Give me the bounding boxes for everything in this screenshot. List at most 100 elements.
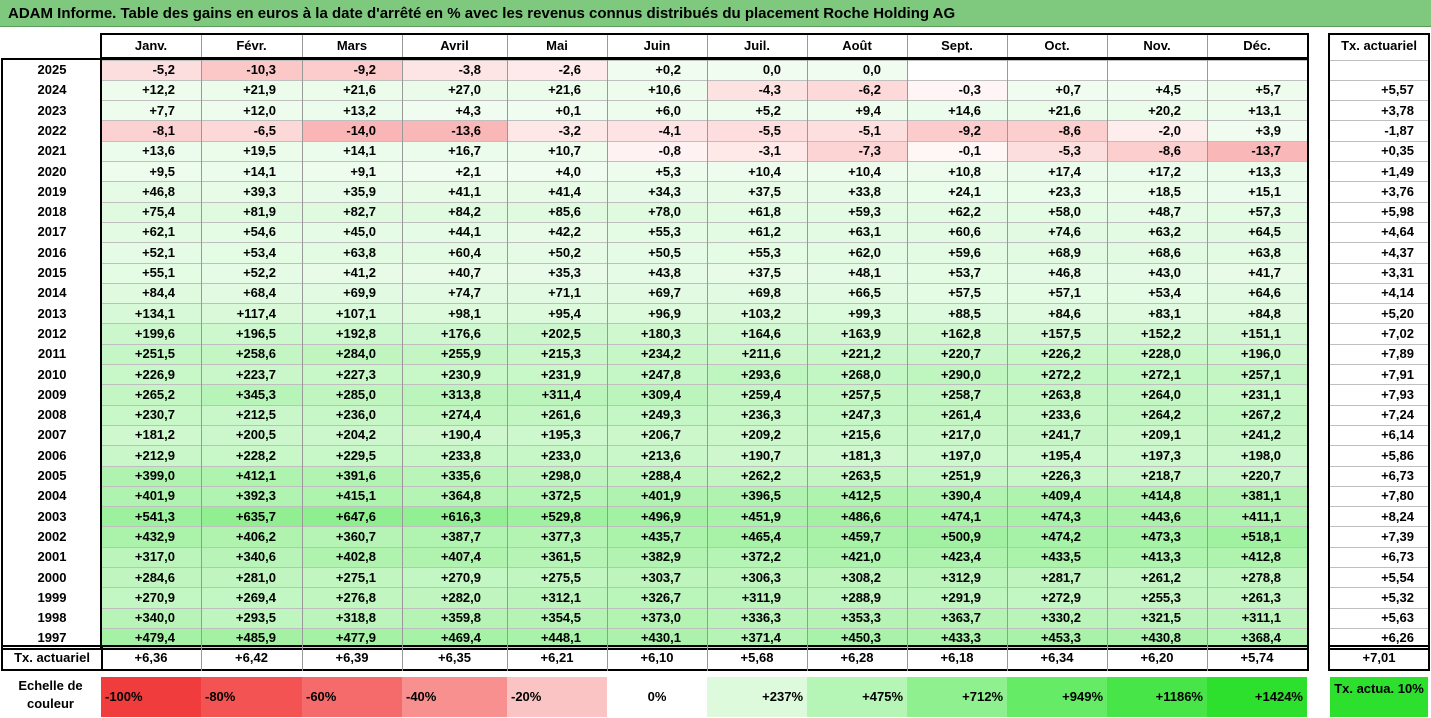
row-tx-actuariel: +7,39: [1381, 528, 1414, 544]
row-tx-actuariel: +5,98: [1381, 204, 1414, 220]
year-label: 2004: [37, 488, 67, 504]
row-divider: [101, 161, 1307, 162]
table-cell: +24,1: [907, 181, 1007, 203]
row-tx-actuariel: +3,76: [1381, 183, 1414, 199]
table-cell: +75,4: [101, 202, 201, 224]
column-divider: [907, 645, 908, 671]
table-cell: +34,3: [607, 181, 707, 203]
table-cell: +261,6: [507, 405, 607, 427]
table-cell: +17,4: [1007, 161, 1107, 183]
column-divider: [907, 34, 908, 649]
row-divider: [101, 181, 1307, 183]
table-cell: -3,8: [402, 60, 507, 81]
year-label: 2018: [37, 204, 67, 220]
table-cell: -6,5: [201, 120, 302, 142]
table-cell: +423,4: [907, 547, 1007, 569]
table-cell: +151,1: [1207, 323, 1307, 345]
table-cell: +529,8: [507, 506, 607, 528]
table-cell: +221,2: [807, 344, 907, 366]
table-cell: +412,5: [807, 486, 907, 508]
table-cell: -8,1: [101, 120, 201, 142]
row-tx-actuariel: +4,37: [1381, 244, 1414, 260]
year-label: 2010: [37, 366, 67, 382]
table-cell: +37,5: [707, 181, 807, 203]
row-divider: [1330, 242, 1428, 244]
row-divider: [1330, 364, 1428, 365]
table-cell: +69,9: [302, 283, 402, 305]
table-cell: -2,0: [1107, 120, 1207, 142]
table-cell: +19,5: [201, 141, 302, 163]
table-cell: -5,2: [101, 60, 201, 81]
table-cell: +209,1: [1107, 425, 1207, 447]
row-divider: [101, 546, 1307, 548]
table-cell: +162,8: [907, 323, 1007, 345]
table-cell: +84,2: [402, 202, 507, 224]
legend-swatch: +712%: [907, 677, 1007, 717]
table-cell: +103,2: [707, 303, 807, 325]
table-cell: +448,1: [507, 628, 607, 650]
table-cell: +41,2: [302, 263, 402, 284]
table-cell: +430,1: [607, 628, 707, 650]
table-cell: +288,9: [807, 587, 907, 609]
table-cell: -13,7: [1207, 141, 1307, 163]
table-cell: +258,7: [907, 384, 1007, 406]
row-divider: [1330, 627, 1428, 629]
year-label: 1997: [37, 630, 67, 646]
table-cell: +198,0: [1207, 445, 1307, 467]
table-cell: +63,8: [1207, 242, 1307, 264]
year-label: 2011: [37, 346, 67, 362]
table-cell: -0,8: [607, 141, 707, 163]
month-header: Nov.: [1143, 38, 1171, 53]
table-cell: +265,2: [101, 384, 201, 406]
table-cell: +647,6: [302, 506, 402, 528]
table-cell: +117,4: [201, 303, 302, 325]
table-cell: +469,4: [402, 628, 507, 650]
table-cell: +195,4: [1007, 445, 1107, 467]
table-cell: +479,4: [101, 628, 201, 650]
table-cell: +258,6: [201, 344, 302, 366]
table-cell: +373,0: [607, 608, 707, 630]
table-cell: +62,0: [807, 242, 907, 264]
row-tx-actuariel: +1,49: [1381, 163, 1414, 179]
table-cell: +62,2: [907, 202, 1007, 224]
year-label: 2009: [37, 386, 67, 402]
table-cell: -2,6: [507, 60, 607, 81]
column-divider: [607, 645, 608, 671]
legend-swatch: -100%: [101, 677, 201, 717]
table-cell: +74,6: [1007, 222, 1107, 244]
year-label: 2015: [37, 265, 67, 280]
table-cell: +263,5: [807, 466, 907, 487]
table-cell: +406,2: [201, 526, 302, 548]
row-tx-actuariel: +6,14: [1381, 427, 1414, 443]
row-divider: [101, 282, 1307, 284]
row-tx-actuariel: +6,73: [1381, 549, 1414, 565]
table-cell: +518,1: [1207, 526, 1307, 548]
table-cell: -4,3: [707, 80, 807, 102]
row-divider: [101, 120, 1307, 122]
table-cell: +39,3: [201, 181, 302, 203]
month-header: Mai: [546, 38, 568, 53]
row-divider: [101, 262, 1307, 264]
row-divider: [101, 627, 1307, 629]
table-cell: +199,6: [101, 323, 201, 345]
year-label: 1999: [37, 589, 67, 605]
table-cell: +220,7: [907, 344, 1007, 366]
table-cell: +303,7: [607, 567, 707, 589]
table-cell: +435,7: [607, 526, 707, 548]
row-divider: [1330, 506, 1428, 508]
table-cell: +261,3: [1207, 587, 1307, 609]
table-cell: +291,9: [907, 587, 1007, 609]
table-cell: +473,3: [1107, 526, 1207, 548]
table-cell: +21,9: [201, 80, 302, 102]
table-cell: +64,5: [1207, 222, 1307, 244]
table-cell: +213,6: [607, 445, 707, 467]
table-cell: +272,1: [1107, 364, 1207, 386]
column-divider: [302, 34, 303, 649]
table-cell: -4,1: [607, 120, 707, 142]
row-tx-actuariel: +3,78: [1381, 102, 1414, 118]
row-divider: [101, 79, 1307, 81]
table-cell: +459,7: [807, 526, 907, 548]
table-cell: +37,5: [707, 263, 807, 284]
table-cell: +249,3: [607, 405, 707, 427]
table-cell: +27,0: [402, 80, 507, 102]
